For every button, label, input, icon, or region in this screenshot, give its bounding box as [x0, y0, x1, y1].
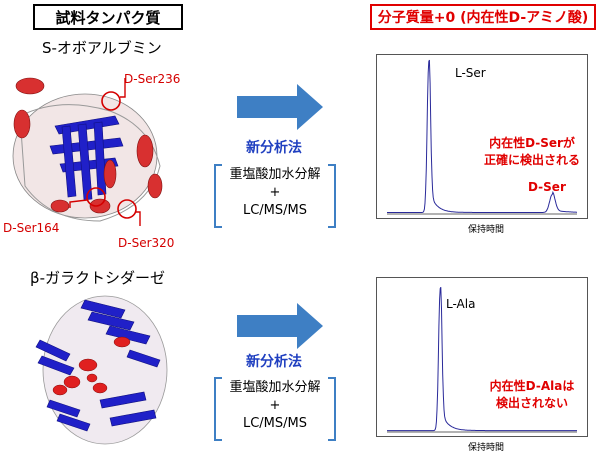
method-bracket-2: [214, 377, 336, 441]
right-arrow-icon: [237, 84, 323, 130]
site-label-d-ser236: D-Ser236: [124, 72, 181, 86]
chromatogram-1-xlabel: 保持時間: [468, 225, 505, 235]
peak-label-l-ser: L-Ser: [455, 66, 486, 80]
method-step-plus: +: [269, 185, 281, 200]
peak-label-d-ser: D-Ser: [528, 180, 566, 194]
annotation-d-ala-not-detected: 内在性D-Alaは 検出されない: [477, 378, 587, 412]
annotation-line-2: 正確に検出される: [483, 153, 580, 167]
sample-protein-title: 試料タンパク質: [33, 4, 183, 30]
site-label-d-ser320: D-Ser320: [118, 236, 175, 250]
chromatogram-2: [387, 287, 577, 433]
method-steps-1: 重塩酸加水分解 + LC/MS/MS: [215, 166, 335, 220]
method-step-lcmsms: LC/MS/MS: [242, 416, 308, 431]
method-step-plus: +: [269, 398, 281, 413]
chromatogram-2-frame: [376, 277, 588, 437]
chromatogram-trace: [387, 287, 577, 432]
annotation-line-1: 内在性D-Serが: [489, 136, 575, 150]
method-title-1: 新分析法: [246, 140, 302, 156]
method-steps-2: 重塩酸加水分解 + LC/MS/MS: [215, 379, 335, 433]
protein-name-galactosidase: β-ガラクトシダーゼ: [30, 269, 165, 287]
method-title-2: 新分析法: [246, 354, 302, 370]
right-arrow-icon: [237, 303, 323, 349]
method-step-lcmsms: LC/MS/MS: [242, 203, 308, 218]
galactosidase-structure-image: [35, 295, 168, 445]
chromatogram-1: [387, 59, 577, 215]
annotation-line-2: 検出されない: [495, 396, 568, 410]
method-step-hydrolysis: 重塩酸加水分解: [229, 380, 321, 395]
method-bracket-1: [214, 164, 336, 228]
peak-label-l-ala: L-Ala: [446, 297, 476, 311]
protein-name-ovalbumin: S-オボアルブミン: [42, 39, 162, 57]
ovalbumin-structure-image: [12, 77, 163, 226]
site-label-d-ser164: D-Ser164: [3, 221, 60, 235]
method-step-hydrolysis: 重塩酸加水分解: [229, 167, 321, 182]
chromatogram-1-frame: [376, 54, 588, 219]
chromatogram-trace: [387, 59, 577, 213]
molecular-mass-title: 分子質量+0 (内在性D-アミノ酸): [370, 4, 596, 30]
annotation-d-ser-detected: 内在性D-Serが 正確に検出される: [477, 135, 587, 169]
chromatogram-2-xlabel: 保持時間: [468, 443, 505, 453]
annotation-line-1: 内在性D-Alaは: [489, 379, 575, 393]
